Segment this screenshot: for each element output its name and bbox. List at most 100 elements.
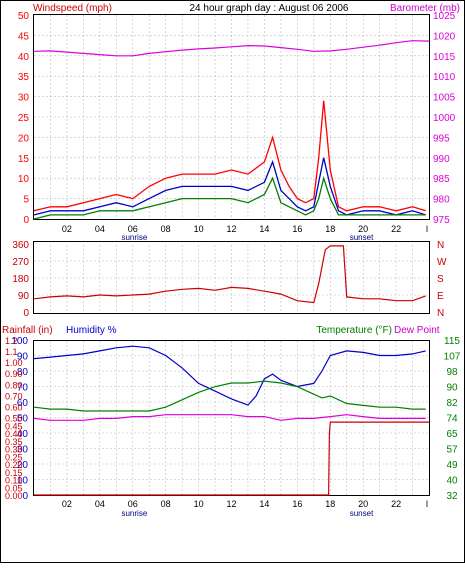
rain-tick-0.25: 0.25	[5, 452, 23, 462]
dir-compass-E-3: E	[437, 291, 444, 302]
wind-time-tick-16: 16	[292, 224, 302, 234]
sunset-label-top: sunset	[350, 233, 374, 242]
baro-tick-975: 975	[433, 215, 450, 226]
rain-tick-0.15: 0.15	[5, 468, 23, 478]
baro-tick-1005: 1005	[433, 93, 456, 104]
bottom-time-tick-04: 04	[95, 499, 105, 509]
bottom-time-tick-02: 02	[62, 499, 72, 509]
rain-tick-1.00: 1.00	[5, 358, 23, 368]
barometer-line	[33, 40, 430, 57]
dew_point-line	[33, 414, 426, 421]
wind-time-tick-12: 12	[226, 224, 236, 234]
wind-time-tick-06: 06	[128, 224, 138, 234]
temp-tick-82: 82	[446, 398, 458, 409]
wind-tick-0: 0	[23, 215, 29, 226]
dir-tick-270: 270	[12, 257, 29, 268]
dir-compass-W-1: W	[437, 257, 447, 268]
humidity-tick-100: 100	[11, 336, 28, 347]
baro-tick-1015: 1015	[433, 52, 456, 63]
baro-tick-995: 995	[433, 133, 450, 144]
series-layer	[33, 40, 430, 496]
humidity-tick-40: 40	[17, 429, 29, 440]
humidity-tick-0: 0	[22, 491, 28, 502]
dir-tick-90: 90	[18, 291, 30, 302]
wind-time-tick-20: 20	[358, 224, 368, 234]
humidity-tick-60: 60	[17, 398, 29, 409]
bottom-time-tick-06: 06	[128, 499, 138, 509]
wind-time-tick-18: 18	[325, 224, 335, 234]
rain-tick-1.2: 1.2	[5, 336, 18, 346]
temp-tick-107: 107	[444, 352, 461, 363]
rain-tick-0.50: 0.50	[5, 414, 23, 424]
wind-time-tick-10: 10	[194, 224, 204, 234]
temp-tick-57: 57	[446, 445, 458, 456]
barometer-axis-title: Barometer (mb)	[390, 3, 460, 14]
rain-tick-0.05: 0.05	[5, 483, 23, 493]
baro-tick-990: 990	[433, 154, 450, 165]
wind-tick-40: 40	[18, 52, 30, 63]
bottom-time-tick-end: l	[426, 499, 428, 509]
dir-tick-180: 180	[12, 274, 29, 285]
windspeed-axis-title: Windspeed (mph)	[33, 3, 112, 14]
humidity-tick-30: 30	[17, 445, 29, 456]
bottom-time-tick-12: 12	[226, 499, 236, 509]
wind-time-tick-14: 14	[259, 224, 269, 234]
baro-tick-1025: 1025	[433, 11, 456, 22]
wind-tick-45: 45	[18, 31, 30, 42]
rain-tick-0.35: 0.35	[5, 437, 23, 447]
temp-tick-49: 49	[446, 460, 458, 471]
bottom-time-tick-14: 14	[259, 499, 269, 509]
rain-tick-0.45: 0.45	[5, 421, 23, 431]
wind-tick-35: 35	[18, 72, 30, 83]
temp-tick-65: 65	[446, 429, 458, 440]
rain-tick-0.10: 0.10	[5, 476, 23, 486]
rain-tick-1.1: 1.1	[5, 347, 18, 357]
temp-tick-115: 115	[444, 336, 460, 347]
sunrise-label-bottom: sunrise	[121, 509, 147, 518]
rain-tick-0.40: 0.40	[5, 429, 23, 439]
humidity-tick-10: 10	[17, 476, 29, 487]
bottom-time-tick-16: 16	[292, 499, 302, 509]
wind-time-tick-end: l	[426, 224, 428, 234]
wind-tick-25: 25	[18, 113, 30, 124]
humidity-line	[33, 345, 426, 406]
humidity-tick-70: 70	[17, 383, 29, 394]
wind-time-tick-22: 22	[391, 224, 401, 234]
dir-tick-360: 360	[12, 240, 29, 251]
rain-tick-0.30: 0.30	[5, 445, 23, 455]
temperature-line	[33, 380, 426, 412]
wind-tick-30: 30	[18, 93, 30, 104]
sunset-label-bottom: sunset	[350, 509, 374, 518]
bottom-time-tick-22: 22	[391, 499, 401, 509]
temp-tick-90: 90	[446, 383, 458, 394]
wind-tick-15: 15	[18, 154, 30, 165]
bottom-time-tick-08: 08	[161, 499, 171, 509]
rainfall-line	[34, 421, 429, 496]
rain-tick-0.00: 0.00	[5, 491, 23, 501]
wind_gust2-line	[33, 175, 426, 220]
temp-tick-74: 74	[446, 414, 458, 425]
chart-title: 24 hour graph day : August 06 2006	[189, 3, 348, 14]
rain-tick-0.90: 0.90	[5, 369, 23, 379]
baro-tick-1020: 1020	[433, 31, 456, 42]
wind-tick-50: 50	[18, 11, 30, 22]
wind-tick-5: 5	[23, 195, 29, 206]
bottom-time-tick-18: 18	[325, 499, 335, 509]
humidity-tick-90: 90	[17, 352, 29, 363]
humidity-tick-80: 80	[17, 367, 29, 378]
dir-compass-S-2: S	[437, 274, 444, 285]
wind-tick-20: 20	[18, 133, 30, 144]
grid-layer	[34, 15, 429, 495]
wind-time-tick-04: 04	[95, 224, 105, 234]
wind-time-tick-02: 02	[62, 224, 72, 234]
rainfall-axis-title: Rainfall (in)	[2, 325, 53, 336]
rain-tick-0.20: 0.20	[5, 460, 23, 470]
temp-tick-98: 98	[446, 367, 458, 378]
wind-time-tick-08: 08	[161, 224, 171, 234]
humidity-tick-50: 50	[17, 414, 29, 425]
dir-compass-N-0: N	[437, 240, 444, 251]
sunrise-label-top: sunrise	[121, 233, 147, 242]
wind_gust-line	[33, 100, 426, 212]
